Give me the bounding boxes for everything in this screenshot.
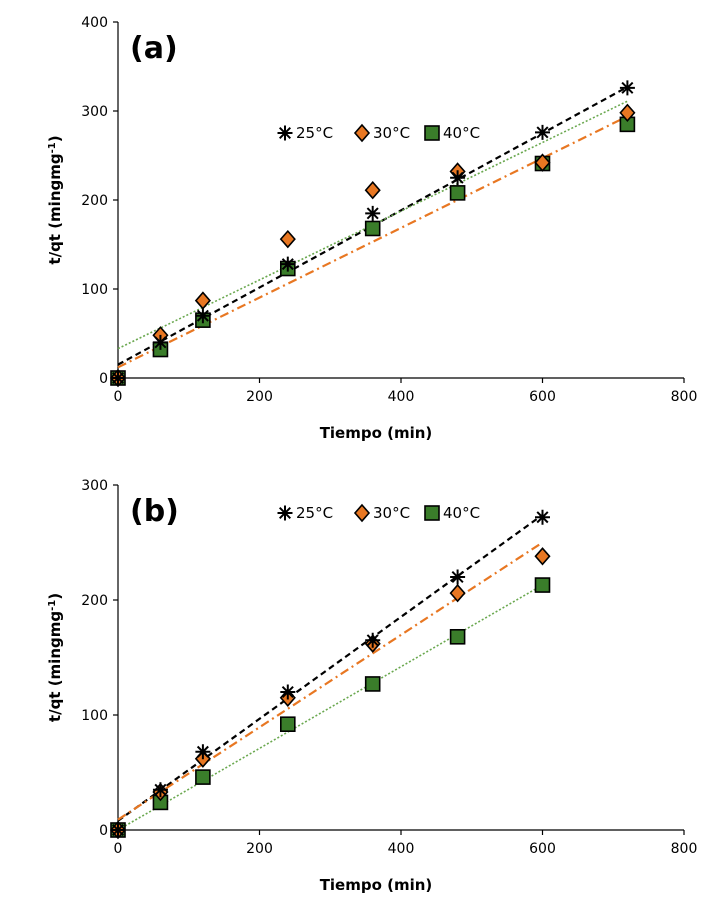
data-point-square [449,628,466,645]
legend-label: 25°C [296,124,333,142]
panel-label: (a) [130,31,178,66]
data-point-asterisk [365,632,381,648]
data-point-square [364,676,381,692]
data-point-diamond [619,103,636,122]
y-axis-title-main: t/qt (mingmg [46,153,64,264]
y-axis-title-main: t/qt (mingmg [46,611,64,722]
x-tick-label: 0 [114,841,123,857]
data-point-diamond [534,153,551,172]
data-point-diamond [534,547,551,566]
data-point-asterisk [110,822,126,838]
x-tick-label: 800 [671,841,698,857]
legend-marker-asterisk [277,125,293,141]
data-point-diamond [364,180,381,200]
y-tick-label: 200 [81,593,108,609]
y-tick-label: 200 [81,193,108,209]
y-tick-label: 100 [81,282,108,298]
chart-panel-2: 0 100 200 300 0 200 400 600 800 Tiempo (min) t/qt … [46,478,697,894]
data-point-asterisk [619,80,635,96]
x-tick-label: 800 [671,389,698,405]
trendline-30c [117,115,628,369]
data-point-square [534,577,551,593]
y-axis-title: t/qt (mingmg-1) [46,135,64,264]
y-axis-title-tail: ) [46,593,64,600]
legend-label: 40°C [443,124,480,142]
legend-label: 30°C [373,504,410,522]
y-axis-title-tail: ) [46,135,64,142]
data-point-asterisk [195,744,211,760]
chart-panel-1: 0 100 200 300 400 0 200 400 600 800 Tiempo (min) t/… [46,15,697,442]
data-point-asterisk [152,782,168,798]
data-point-square [195,769,211,785]
data-point-diamond [194,291,211,310]
y-tick-label: 300 [81,104,108,120]
trendline-40c [117,584,543,831]
data-point-asterisk [450,569,466,585]
data-point-asterisk [110,370,126,386]
data-point-diamond [279,229,296,249]
y-axis-title: t/qt (mingmg-1) [46,593,64,722]
trendline-25c [117,514,544,822]
data-point-square [449,185,466,201]
legend-marker-square [424,125,440,141]
x-tick-label: 0 [114,389,123,405]
y-axis-title-sup: -1 [47,142,58,153]
data-point-square [364,220,381,237]
legend-marker-diamond [353,123,371,143]
data-point-asterisk [535,509,550,525]
data-point-asterisk [450,170,466,186]
x-tick-label: 600 [529,389,556,405]
data-point-asterisk [152,334,168,350]
y-tick-label: 100 [81,708,108,724]
y-axis-title-sup: -1 [47,600,58,611]
y-tick-label: 400 [81,15,108,31]
legend-label: 25°C [296,504,333,522]
data-point-asterisk [195,308,211,324]
data-point-asterisk [280,684,296,700]
data-point-asterisk [280,256,296,272]
legend-label: 30°C [373,124,410,142]
panel-label: (b) [130,494,179,529]
x-tick-label: 200 [246,389,273,405]
legend-marker-diamond [353,503,371,523]
legend-marker-square [424,505,440,521]
y-tick-label: 0 [99,371,108,387]
legend-label: 40°C [443,504,480,522]
trendline-30c [117,541,544,821]
data-point-square [279,716,296,733]
y-tick-label: 0 [99,823,108,839]
x-tick-label: 400 [388,389,415,405]
legend-marker-asterisk [277,505,293,521]
x-tick-label: 400 [388,841,415,857]
y-tick-label: 300 [81,478,108,494]
x-axis-title: Tiempo (min) [320,876,433,894]
x-tick-label: 600 [529,841,556,857]
x-tick-label: 200 [246,841,273,857]
data-point-asterisk [535,124,550,140]
x-axis-title: Tiempo (min) [320,424,433,442]
data-point-asterisk [365,205,381,221]
data-point-diamond [449,583,466,603]
